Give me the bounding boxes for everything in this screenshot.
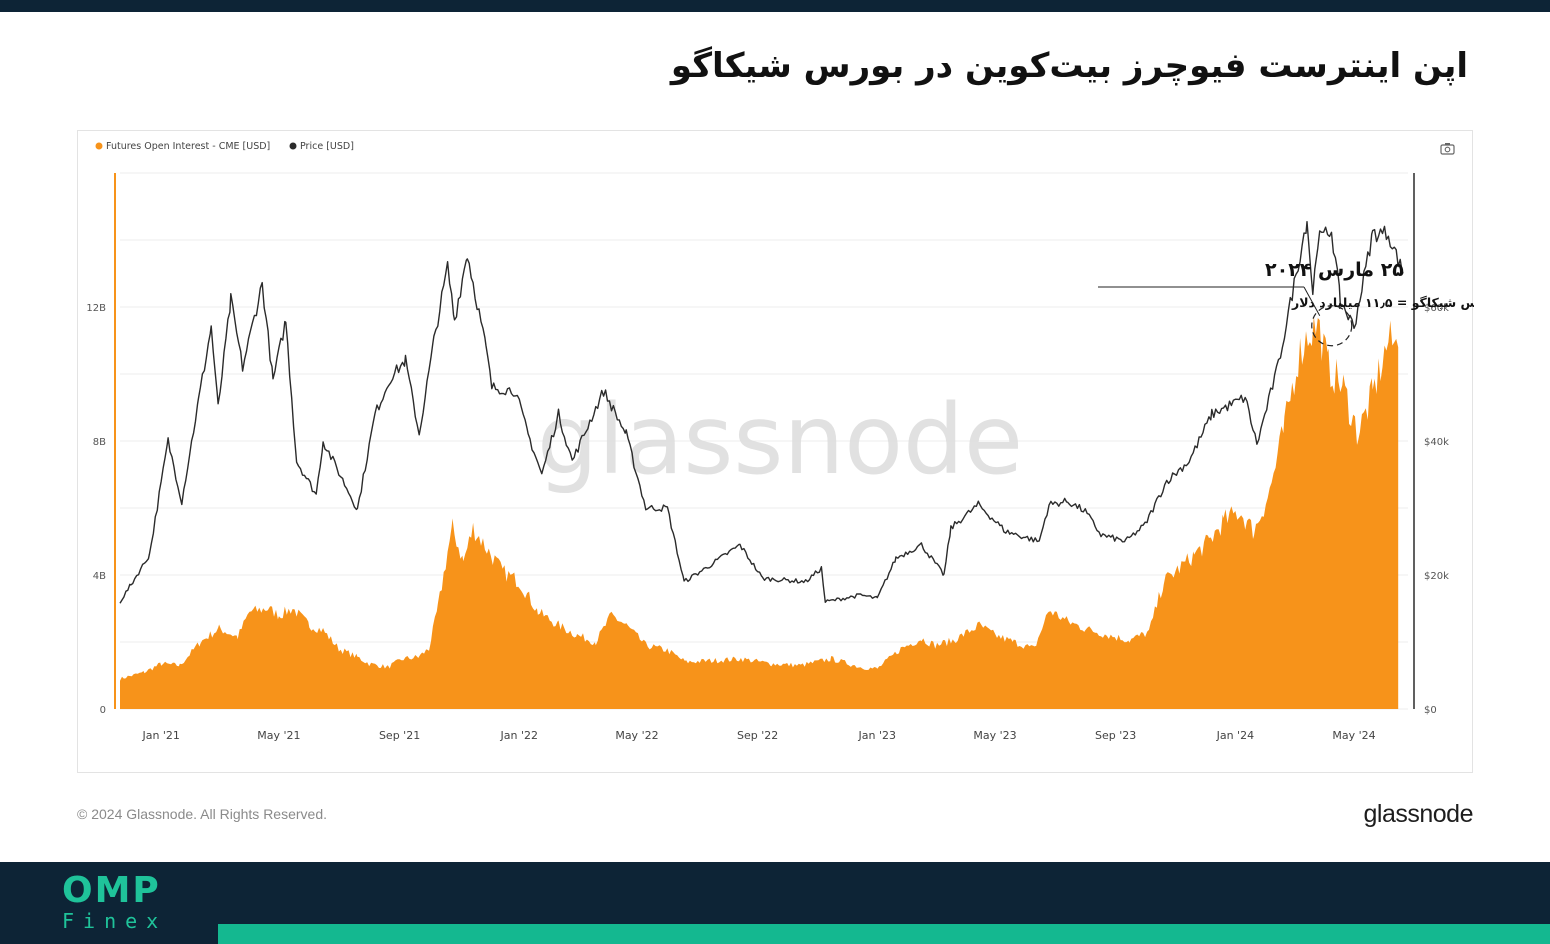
left-axis-tick-label: 12B xyxy=(86,303,106,314)
axes xyxy=(114,173,1415,709)
x-axis-tick-label: Sep '22 xyxy=(737,729,778,742)
chart-card: glassnode 0 4B 8B 12B $0 $20k $40k $60k Jan '2… xyxy=(77,130,1474,773)
x-axis-ticks: Jan '21 May '21 Sep '21 Jan '22 May '22 Sep '… xyxy=(141,729,1375,742)
x-axis-tick-label: May '22 xyxy=(615,729,658,742)
watermark: glassnode xyxy=(537,384,1023,496)
copyright: © 2024 Glassnode. All Rights Reserved. xyxy=(77,806,328,822)
open-interest-area xyxy=(120,315,1399,709)
price-line xyxy=(119,221,1404,604)
legend-label-price[interactable]: Price [USD] xyxy=(300,141,354,152)
x-axis-tick-label: Sep '23 xyxy=(1095,729,1136,742)
x-axis-tick-label: Jan '21 xyxy=(141,729,179,742)
x-axis-tick-label: May '23 xyxy=(973,729,1016,742)
x-axis-tick-label: May '21 xyxy=(257,729,300,742)
camera-icon[interactable] xyxy=(1440,143,1455,155)
x-axis-tick-label: Jan '24 xyxy=(1216,729,1254,742)
omp-logo: OMP xyxy=(62,870,161,911)
series-open-interest xyxy=(120,315,1399,709)
legend-swatch-price xyxy=(289,142,297,150)
grid-lines xyxy=(120,172,1408,710)
left-axis-ticks: 0 4B 8B 12B xyxy=(86,303,106,716)
x-axis-tick-label: Jan '23 xyxy=(858,729,896,742)
legend-label-open-interest[interactable]: Futures Open Interest - CME [USD] xyxy=(106,141,270,152)
page-title: اپن اینترست فیوچرز بیت‌کوین در بورس شیکا… xyxy=(670,46,1468,86)
right-axis-tick-label: $20k xyxy=(1424,571,1449,582)
brand-logo: glassnode xyxy=(1363,800,1474,828)
x-axis-tick-label: Jan '22 xyxy=(500,729,538,742)
left-axis-tick-label: 8B xyxy=(93,437,106,448)
top-bar xyxy=(0,0,1550,12)
footer-accent xyxy=(218,924,1550,944)
legend-swatch-open-interest xyxy=(95,142,103,150)
right-axis-tick-label: $60k xyxy=(1424,303,1449,314)
right-axis-tick-label: $0 xyxy=(1424,705,1437,716)
annotation-pointer xyxy=(1303,286,1321,316)
x-axis-tick-label: Sep '21 xyxy=(379,729,420,742)
right-axis-tick-label: $40k xyxy=(1424,437,1449,448)
omp-logo-subtitle: Finex xyxy=(62,909,168,933)
annotation-text: اپن اینترست فیوچرز در بورس شیکاگو = ۱۱٫۵… xyxy=(1291,295,1474,310)
right-axis-ticks: $0 $20k $40k $60k xyxy=(1424,303,1449,716)
annotation-date: ۲۵ مارس ۲۰۲۴ xyxy=(1265,259,1404,281)
series-price xyxy=(119,221,1404,604)
legend: Futures Open Interest - CME [USD] Price … xyxy=(95,141,354,152)
left-axis-tick-label: 0 xyxy=(100,705,106,716)
x-axis-tick-label: May '24 xyxy=(1332,729,1375,742)
annotation: ۲۵ مارس ۲۰۲۴ اپن اینترست فیوچرز در بورس … xyxy=(1098,259,1474,347)
annotation-circle xyxy=(1311,305,1353,347)
chart-svg: glassnode 0 4B 8B 12B $0 $20k $40k $60k Jan '2… xyxy=(86,141,1474,742)
left-axis-tick-label: 4B xyxy=(93,571,106,582)
